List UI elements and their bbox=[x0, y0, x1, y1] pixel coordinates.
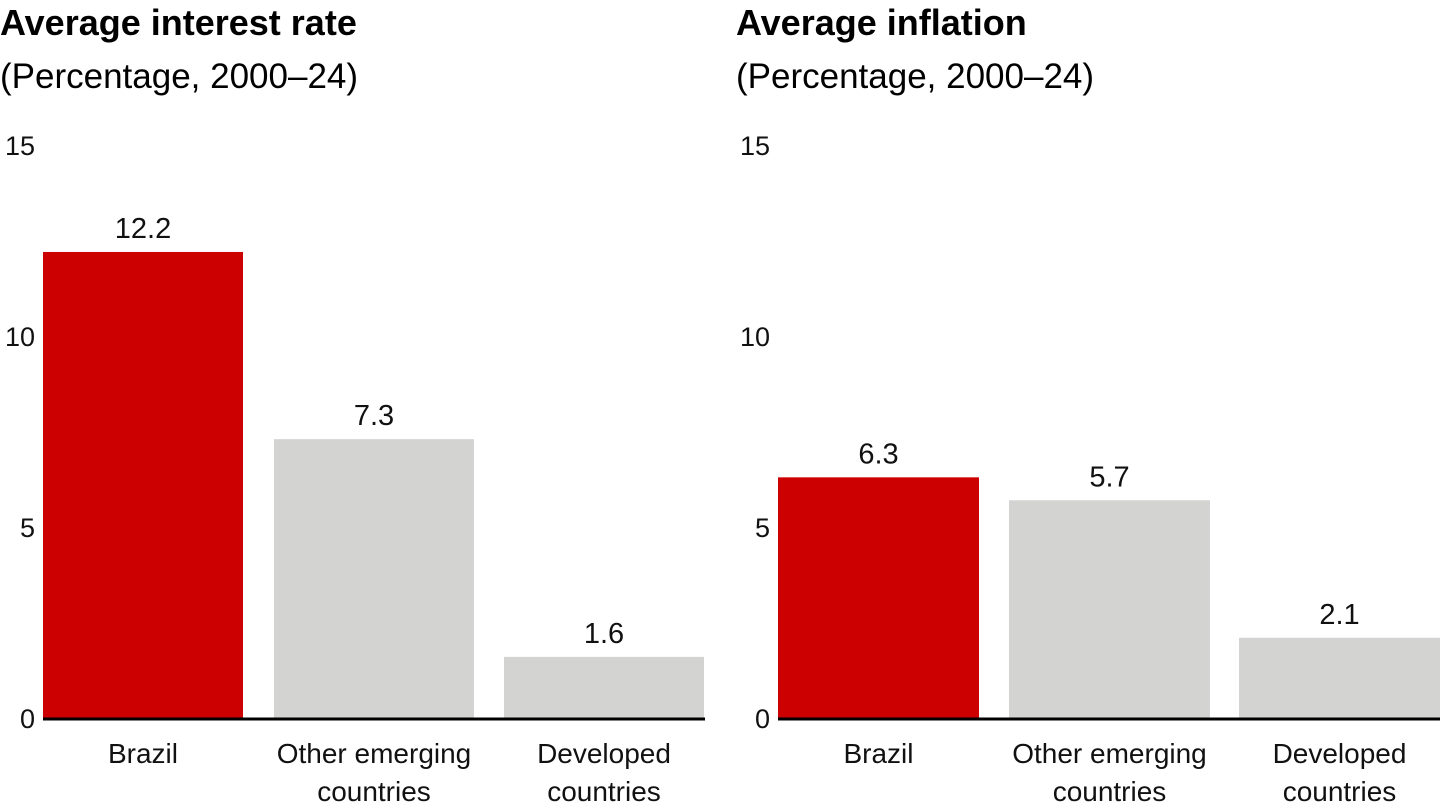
bar-other-emerging-countries bbox=[1009, 500, 1210, 718]
category-label: Developed bbox=[1273, 738, 1407, 769]
y-tick-label: 5 bbox=[755, 513, 770, 543]
y-tick-label: 0 bbox=[20, 704, 35, 734]
y-tick-label: 15 bbox=[5, 131, 35, 161]
category-label: Other emerging bbox=[277, 738, 472, 769]
bar-developed-countries bbox=[1239, 637, 1440, 718]
category-label: countries bbox=[1053, 776, 1167, 807]
category-label: Brazil bbox=[108, 738, 178, 769]
value-label: 2.1 bbox=[1319, 599, 1359, 631]
bar-developed-countries bbox=[504, 656, 704, 718]
category-label: Other emerging bbox=[1012, 738, 1207, 769]
chart-subtitle: (Percentage, 2000–24) bbox=[0, 57, 358, 96]
bar-brazil bbox=[43, 251, 243, 718]
chart-subtitle: (Percentage, 2000–24) bbox=[736, 57, 1094, 96]
y-tick-label: 5 bbox=[20, 513, 35, 543]
y-tick-label: 10 bbox=[5, 322, 35, 352]
y-tick-label: 10 bbox=[740, 322, 770, 352]
value-label: 7.3 bbox=[354, 400, 394, 432]
value-label: 5.7 bbox=[1089, 461, 1129, 493]
y-tick-label: 15 bbox=[740, 131, 770, 161]
category-label: Brazil bbox=[843, 738, 913, 769]
value-label: 12.2 bbox=[115, 213, 171, 245]
bar-other-emerging-countries bbox=[274, 439, 474, 718]
category-label: countries bbox=[317, 776, 431, 807]
chart-title: Average interest rate bbox=[0, 2, 357, 43]
value-label: 6.3 bbox=[858, 438, 898, 470]
value-label: 1.6 bbox=[584, 618, 624, 650]
category-label: countries bbox=[547, 776, 661, 807]
y-tick-label: 0 bbox=[755, 704, 770, 734]
bar-brazil bbox=[778, 477, 979, 718]
category-label: Developed bbox=[537, 738, 671, 769]
category-label: countries bbox=[1283, 776, 1397, 807]
chart-title: Average inflation bbox=[736, 2, 1027, 43]
